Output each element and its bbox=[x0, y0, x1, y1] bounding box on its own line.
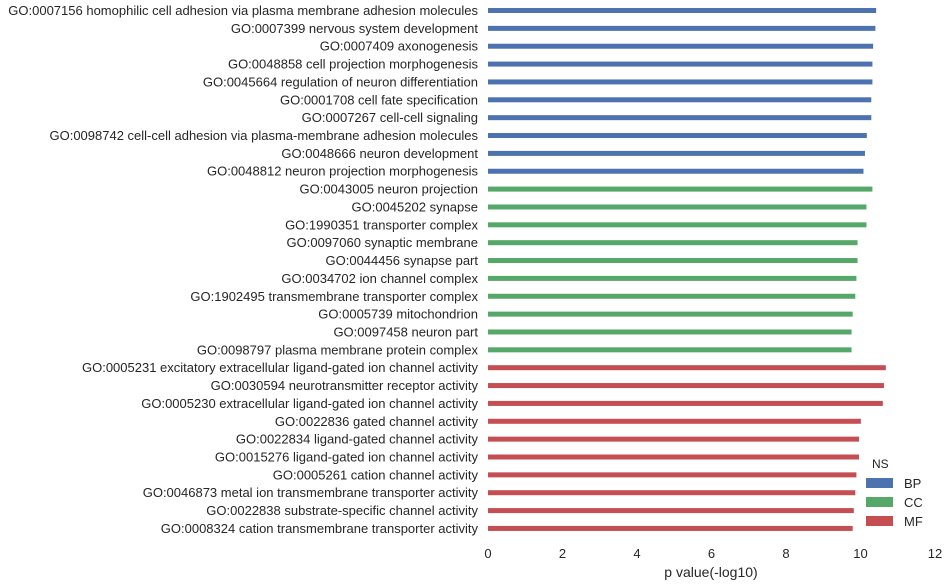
x-tick-label: 8 bbox=[782, 546, 789, 561]
legend-label-cc: CC bbox=[904, 495, 923, 510]
bar-bp bbox=[488, 25, 876, 31]
x-tick-label: 6 bbox=[708, 546, 715, 561]
bar-mf bbox=[488, 383, 884, 389]
x-axis: 0 2 4 6 8 10 12 bbox=[484, 546, 942, 561]
term-label: GO:0022834 ligand-gated channel activity bbox=[236, 432, 479, 447]
term-label: GO:0045202 synapse bbox=[352, 199, 478, 214]
bar-cc bbox=[488, 311, 853, 317]
term-label: GO:0005231 excitatory extracellular liga… bbox=[82, 360, 479, 375]
bar-cc bbox=[488, 204, 867, 210]
bar-mf bbox=[488, 454, 860, 460]
bar-mf bbox=[488, 418, 861, 424]
x-axis-title: p value(-log10) bbox=[664, 564, 757, 580]
term-label: GO:0005261 cation channel activity bbox=[273, 467, 479, 482]
term-label: GO:0098797 plasma membrane protein compl… bbox=[197, 342, 479, 357]
term-label: GO:0007409 axonogenesis bbox=[320, 39, 479, 54]
bar-mf bbox=[488, 400, 883, 406]
term-label: GO:0001708 cell fate specification bbox=[280, 92, 478, 107]
term-label: GO:0044456 synapse part bbox=[326, 253, 479, 268]
bar-bp bbox=[488, 133, 867, 139]
bar-cc bbox=[488, 240, 858, 246]
term-label: GO:0022838 substrate-specific channel ac… bbox=[206, 503, 478, 518]
term-label: GO:0048858 cell projection morphogenesis bbox=[228, 57, 479, 72]
bar-mf bbox=[488, 525, 853, 531]
x-tick-label: 10 bbox=[853, 546, 867, 561]
x-tick-label: 2 bbox=[559, 546, 566, 561]
legend: NS BP CC MF bbox=[866, 457, 923, 529]
bar-bp bbox=[488, 150, 865, 156]
legend-swatch-mf bbox=[866, 516, 893, 526]
term-label: GO:0048812 neuron projection morphogenes… bbox=[207, 164, 479, 179]
bar-bp bbox=[488, 115, 872, 121]
term-label: GO:0007156 homophilic cell adhesion via … bbox=[8, 3, 478, 18]
bar-mf bbox=[488, 472, 857, 478]
term-label: GO:0097458 neuron part bbox=[333, 324, 478, 339]
bar-cc bbox=[488, 329, 852, 335]
bar-mf bbox=[488, 436, 860, 442]
term-label: GO:0005230 extracellular ligand-gated io… bbox=[141, 396, 478, 411]
x-tick-label: 0 bbox=[484, 546, 491, 561]
bar-mf bbox=[488, 365, 886, 371]
bar-cc bbox=[488, 347, 852, 353]
bar-cc bbox=[488, 275, 857, 281]
term-labels: GO:0007156 homophilic cell adhesion via … bbox=[8, 3, 478, 536]
term-label: GO:0030594 neurotransmitter receptor act… bbox=[211, 378, 479, 393]
term-label: GO:1902495 transmembrane transporter com… bbox=[190, 289, 478, 304]
term-label: GO:0045664 regulation of neuron differen… bbox=[203, 74, 478, 89]
term-label: GO:0007267 cell-cell signaling bbox=[302, 110, 478, 125]
term-label: GO:0007399 nervous system development bbox=[231, 21, 479, 36]
bar-cc bbox=[488, 222, 867, 228]
legend-swatch-cc bbox=[866, 497, 893, 507]
term-label: GO:0034702 ion channel complex bbox=[281, 271, 478, 286]
bar-cc bbox=[488, 293, 856, 299]
bar-bp bbox=[488, 43, 874, 49]
legend-title: NS bbox=[872, 457, 889, 471]
term-label: GO:0008324 cation transmembrane transpor… bbox=[161, 521, 479, 536]
bar-mf bbox=[488, 508, 854, 514]
bar-bp bbox=[488, 61, 873, 67]
term-label: GO:0015276 ligand-gated ion channel acti… bbox=[215, 450, 479, 465]
term-label: GO:0005739 mitochondrion bbox=[318, 307, 478, 322]
legend-label-bp: BP bbox=[904, 476, 921, 491]
term-label: GO:0098742 cell-cell adhesion via plasma… bbox=[49, 128, 478, 143]
legend-swatch-bp bbox=[866, 478, 893, 488]
term-label: GO:1990351 transporter complex bbox=[285, 217, 478, 232]
term-label: GO:0097060 synaptic membrane bbox=[287, 235, 479, 250]
term-label: GO:0043005 neuron projection bbox=[299, 182, 478, 197]
term-label: GO:0046873 metal ion transmembrane trans… bbox=[143, 485, 479, 500]
bar-bp bbox=[488, 168, 864, 174]
term-label: GO:0048666 neuron development bbox=[281, 146, 478, 161]
bar-bp bbox=[488, 79, 873, 85]
bar-cc bbox=[488, 258, 858, 264]
legend-label-mf: MF bbox=[904, 514, 923, 529]
x-tick-label: 12 bbox=[928, 546, 942, 561]
bars-layer bbox=[488, 8, 886, 531]
x-tick-label: 4 bbox=[633, 546, 640, 561]
term-label: GO:0022836 gated channel activity bbox=[275, 414, 479, 429]
bar-cc bbox=[488, 186, 873, 192]
bar-bp bbox=[488, 8, 877, 13]
bar-mf bbox=[488, 490, 856, 496]
bar-bp bbox=[488, 97, 872, 103]
